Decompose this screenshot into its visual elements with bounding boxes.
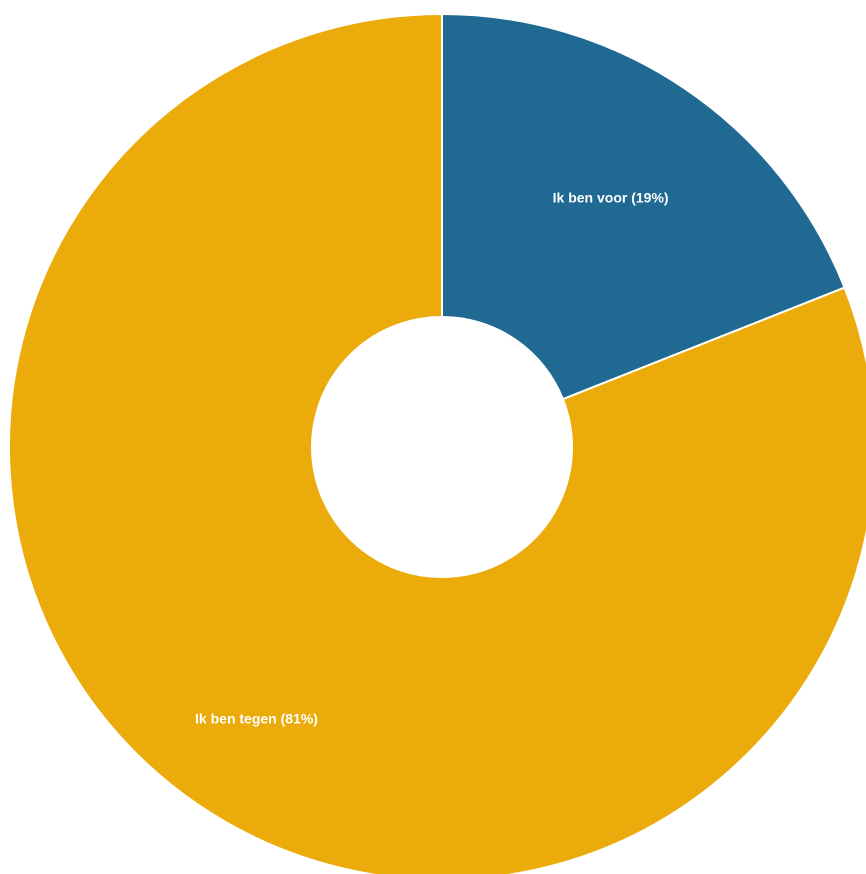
donut-slices <box>8 12 866 874</box>
slice-label-2: Ik ben tegen (81%) <box>195 711 318 727</box>
slice-labels: Ik ben voor (19%) Ik ben tegen (81%) <box>195 190 669 727</box>
donut-slice-2 <box>8 12 866 874</box>
slice-label-1: Ik ben voor (19%) <box>553 190 669 206</box>
donut-slice-1 <box>441 12 846 401</box>
